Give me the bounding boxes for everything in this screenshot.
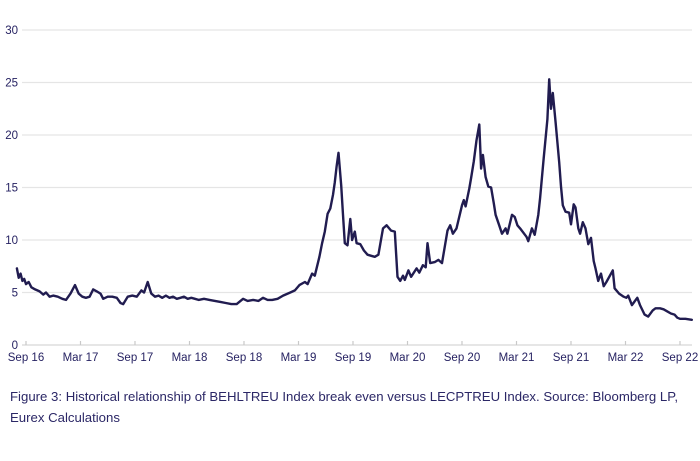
series-line [15,78,693,321]
y-axis-label: 25 [5,78,18,90]
x-axis-label: Mar 22 [608,352,644,364]
x-axis-label: Sep 16 [8,352,44,364]
x-axis-label: Mar 21 [499,352,535,364]
figure-caption: Figure 3: Historical relationship of BEH… [10,389,678,425]
x-axis-label: Mar 17 [63,352,99,364]
x-axis-label: Sep 20 [444,352,480,364]
line-chart: 0 5 10 15 20 25 30 Sep 16 Mar 17 Sep 17 Mar 18 Sep … [5,25,698,364]
x-axis-label: Sep 17 [117,352,153,364]
x-axis-label: Mar 19 [281,352,317,364]
y-axis-label: 15 [5,183,18,195]
x-axis-label: Mar 20 [390,352,426,364]
x-axis-label: Sep 19 [335,352,371,364]
x-axis-label: Mar 18 [172,352,208,364]
y-axis-label: 10 [5,235,18,247]
x-axis-label: Sep 18 [226,352,262,364]
x-axis-label: Sep 21 [553,352,589,364]
y-axis-label: 20 [5,130,18,142]
y-axis-label: 0 [12,340,18,352]
y-axis-label: 30 [5,25,18,37]
y-axis-label: 5 [12,288,18,300]
x-axis-label: Sep 22 [662,352,698,364]
